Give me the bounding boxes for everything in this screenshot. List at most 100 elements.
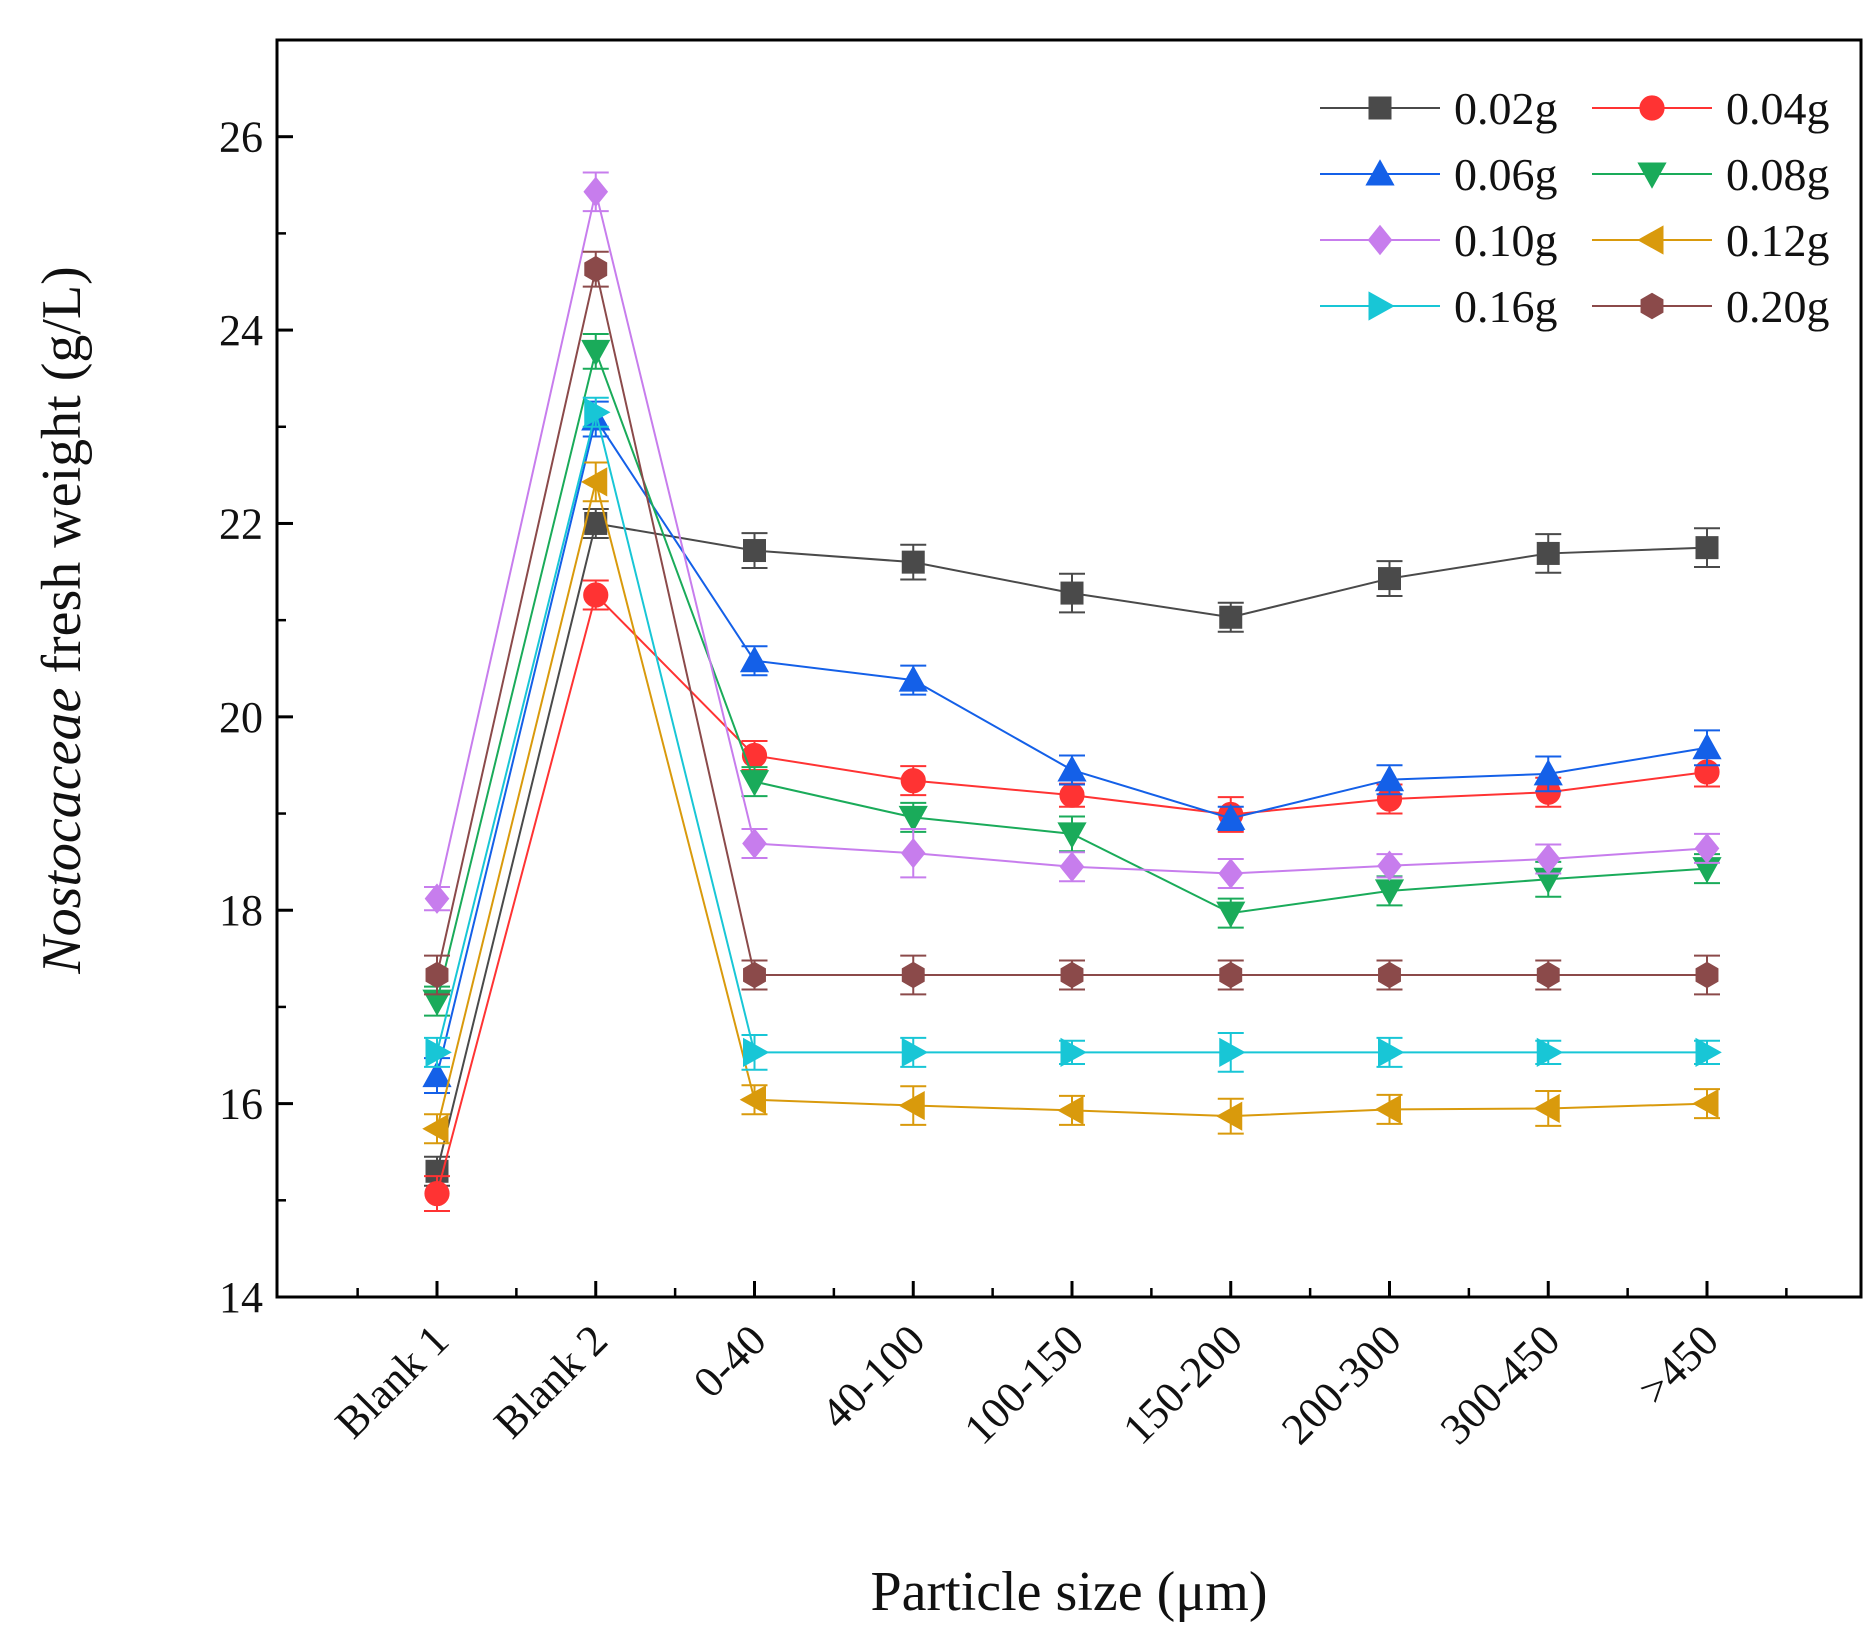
legend-label-0.02g: 0.02g <box>1454 83 1558 134</box>
x-axis: Blank 1 Blank 2 0-40 40-100 100-150 150-200 20… <box>326 1281 1788 1454</box>
y-axis-title: Nostocaceae fresh weight (g/L) <box>31 266 93 975</box>
data-point-0.10g-1 <box>583 176 609 208</box>
x-tick-label-0: Blank 1 <box>326 1315 458 1447</box>
y-tick-label-24: 24 <box>219 306 263 355</box>
data-point-0.20g-4 <box>1060 961 1084 989</box>
data-point-0.12g-5 <box>1215 1101 1243 1131</box>
data-point-0.16g-2 <box>743 1037 770 1067</box>
x-tick-label-6: 200-300 <box>1272 1315 1410 1453</box>
data-point-0.02g-2 <box>743 539 766 563</box>
legend-marker-0.04g <box>1639 95 1665 121</box>
series-0.10g <box>424 171 1720 914</box>
data-point-0.12g-0 <box>422 1114 449 1144</box>
data-point-0.02g-3 <box>901 550 925 574</box>
x-tick-label-4: 100-150 <box>955 1315 1093 1453</box>
data-point-0.10g-8 <box>1694 833 1720 864</box>
y-axis-title-rest: fresh weight (g/L) <box>31 266 93 687</box>
data-point-0.08g-5 <box>1216 901 1246 928</box>
data-point-0.02g-7 <box>1536 541 1560 565</box>
legend-marker-0.10g <box>1367 224 1393 256</box>
data-point-0.16g-5 <box>1219 1037 1246 1067</box>
data-point-0.06g-3 <box>898 665 928 692</box>
data-point-0.16g-7 <box>1536 1037 1564 1067</box>
data-point-0.06g-5 <box>1216 803 1246 830</box>
data-point-0.12g-6 <box>1374 1094 1401 1125</box>
data-point-0.02g-8 <box>1695 536 1719 560</box>
data-point-0.12g-8 <box>1692 1089 1719 1119</box>
legend-marker-0.16g <box>1368 291 1395 321</box>
data-point-0.06g-8 <box>1692 733 1722 760</box>
series-0.20g <box>424 250 1720 996</box>
data-point-0.16g-4 <box>1060 1037 1087 1067</box>
data-point-0.06g-6 <box>1374 764 1405 792</box>
y-tick-label-20: 20 <box>219 693 263 742</box>
legend-label-0.04g: 0.04g <box>1726 83 1830 134</box>
x-tick-label-8: >450 <box>1629 1315 1728 1414</box>
data-point-0.16g-0 <box>425 1037 452 1067</box>
legend: 0.02g 0.04g 0.06g 0.08g 0.10g 0.12g 0.16g 0.20g <box>1320 83 1830 332</box>
data-point-0.04g-4 <box>1059 782 1085 808</box>
legend-marker-0.08g <box>1637 162 1667 189</box>
data-point-0.20g-8 <box>1695 961 1719 989</box>
data-point-0.16g-6 <box>1378 1037 1405 1067</box>
data-point-0.06g-4 <box>1057 755 1087 782</box>
data-point-0.10g-4 <box>1059 851 1085 882</box>
y-axis-title-italic: Nostocaceae <box>31 688 93 975</box>
data-point-0.04g-3 <box>900 768 926 794</box>
legend-label-0.08g: 0.08g <box>1726 149 1830 200</box>
data-point-0.16g-3 <box>901 1037 929 1067</box>
series-0.16g <box>424 396 1722 1073</box>
data-point-0.08g-3 <box>898 805 928 833</box>
y-axis: 14 16 18 20 22 24 26 <box>219 38 293 1322</box>
data-point-0.10g-0 <box>424 883 450 914</box>
data-point-0.16g-8 <box>1695 1037 1722 1067</box>
data-point-0.10g-7 <box>1535 843 1561 875</box>
data-point-0.20g-6 <box>1378 961 1401 989</box>
legend-marker-0.06g <box>1365 159 1395 186</box>
x-tick-label-2: 0-40 <box>684 1315 776 1407</box>
data-point-0.20g-0 <box>425 961 449 989</box>
legend-label-0.06g: 0.06g <box>1454 149 1558 200</box>
series-0.08g <box>422 332 1722 1017</box>
data-point-0.12g-1 <box>580 467 608 497</box>
y-tick-label-14: 14 <box>219 1273 263 1322</box>
plot-frame <box>275 38 1863 1299</box>
data-point-0.08g-1 <box>581 339 611 367</box>
legend-marker-0.20g <box>1640 292 1664 320</box>
data-point-0.02g-6 <box>1378 567 1401 591</box>
data-point-0.04g-2 <box>741 742 768 769</box>
data-point-0.10g-5 <box>1218 858 1244 889</box>
data-point-0.12g-3 <box>898 1090 925 1121</box>
series-0.12g <box>422 461 1720 1145</box>
data-point-0.10g-2 <box>742 828 767 859</box>
series-layer <box>422 171 1722 1212</box>
y-tick-label-18: 18 <box>219 886 263 935</box>
legend-marker-0.02g <box>1368 96 1392 120</box>
data-point-0.04g-1 <box>583 582 609 608</box>
x-tick-label-1: Blank 2 <box>485 1315 617 1447</box>
data-point-0.10g-6 <box>1377 850 1402 881</box>
data-point-0.20g-1 <box>584 255 608 283</box>
data-point-0.12g-2 <box>739 1085 766 1115</box>
legend-marker-0.12g <box>1637 225 1664 255</box>
data-point-0.12g-4 <box>1057 1095 1084 1125</box>
data-point-0.08g-2 <box>739 770 770 797</box>
data-point-0.04g-0 <box>424 1180 450 1207</box>
x-tick-label-7: 300-450 <box>1431 1315 1569 1453</box>
x-axis-title: Particle size (μm) <box>871 1561 1268 1623</box>
data-point-0.20g-3 <box>901 961 925 989</box>
data-point-0.16g-1 <box>584 397 611 427</box>
legend-label-0.16g: 0.16g <box>1454 281 1558 332</box>
data-point-0.02g-5 <box>1219 605 1243 629</box>
data-point-0.12g-7 <box>1533 1093 1560 1124</box>
data-point-0.06g-7 <box>1533 759 1563 786</box>
series-line-0.16g <box>436 412 1707 1054</box>
series-line-0.08g <box>436 347 1708 1002</box>
data-point-0.20g-7 <box>1536 961 1560 989</box>
data-point-0.08g-4 <box>1057 822 1087 849</box>
data-point-0.20g-2 <box>743 961 766 989</box>
x-tick-label-5: 150-200 <box>1113 1315 1251 1453</box>
y-tick-label-22: 22 <box>219 499 263 548</box>
data-point-0.02g-4 <box>1060 581 1084 605</box>
